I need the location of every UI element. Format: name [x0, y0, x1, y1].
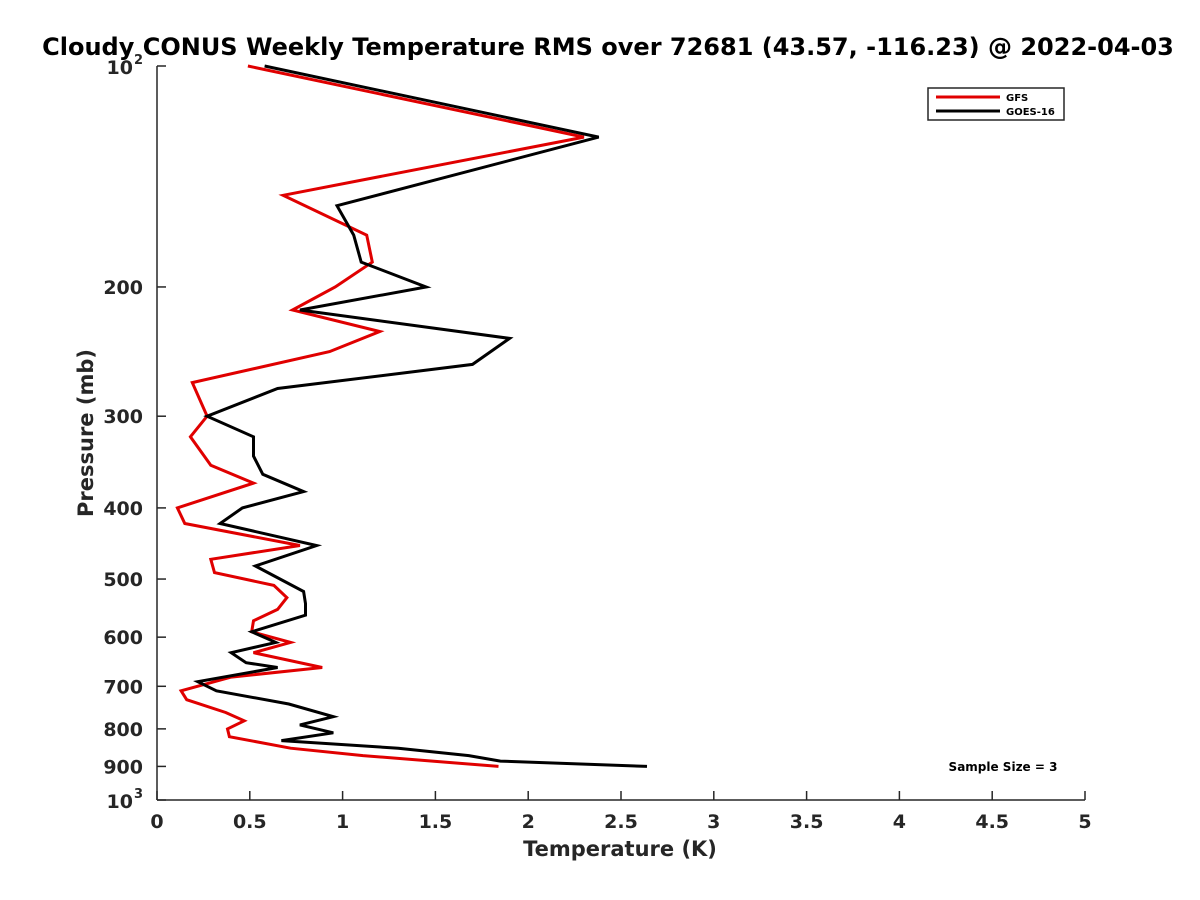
x-tick-label: 3.5: [790, 811, 824, 833]
series-line-gfs: [175, 64, 585, 768]
y-tick-label: 400: [103, 498, 143, 520]
x-tick-label: 4.5: [975, 811, 1009, 833]
y-tick-label-base: 10: [107, 57, 133, 79]
sample-size-annotation: Sample Size = 3: [949, 760, 1058, 774]
y-tick-label: 700: [103, 676, 143, 698]
x-tick-label: 1: [336, 811, 349, 833]
legend-entry-label: GOES-16: [1006, 107, 1055, 118]
y-tick-label: 10: [107, 57, 133, 79]
series-line-goes-16: [193, 64, 648, 768]
y-tick-label-exponent: 2: [134, 53, 143, 68]
x-tick-label: 2.5: [604, 811, 638, 833]
y-tick-label: 300: [103, 406, 143, 428]
x-tick-label: 4: [893, 811, 906, 833]
y-tick-label: 10: [107, 791, 133, 813]
chart-title: Cloudy CONUS Weekly Temperature RMS over…: [42, 33, 1174, 61]
legend-box: [927, 87, 1065, 121]
x-tick-label: 3: [707, 811, 720, 833]
y-tick-label: 200: [103, 277, 143, 299]
y-tick-label-exponent: 3: [134, 787, 143, 802]
y-tick-label: 600: [103, 627, 143, 649]
series-lines: [175, 64, 648, 768]
x-tick-label: 0: [150, 811, 163, 833]
x-tick-label: 2: [522, 811, 535, 833]
plot-axes: 0 0.5 1 1.5 2 2.5 3 3.5 4 4.5 510 22003004005006007…: [103, 53, 1091, 833]
legend-entry-label: GFS: [1006, 93, 1028, 104]
y-tick-label: 500: [103, 569, 143, 591]
y-tick-label-base: 10: [107, 791, 133, 813]
x-tick-label: 5: [1078, 811, 1091, 833]
legend: GFS GOES-16: [927, 87, 1065, 121]
x-tick-label: 1.5: [419, 811, 453, 833]
y-tick-label: 900: [103, 756, 143, 778]
x-axis-label: Temperature (K): [523, 837, 717, 861]
y-axis-label: Pressure (mb): [74, 349, 98, 517]
x-tick-label: 0.5: [233, 811, 267, 833]
y-tick-label: 800: [103, 719, 143, 741]
